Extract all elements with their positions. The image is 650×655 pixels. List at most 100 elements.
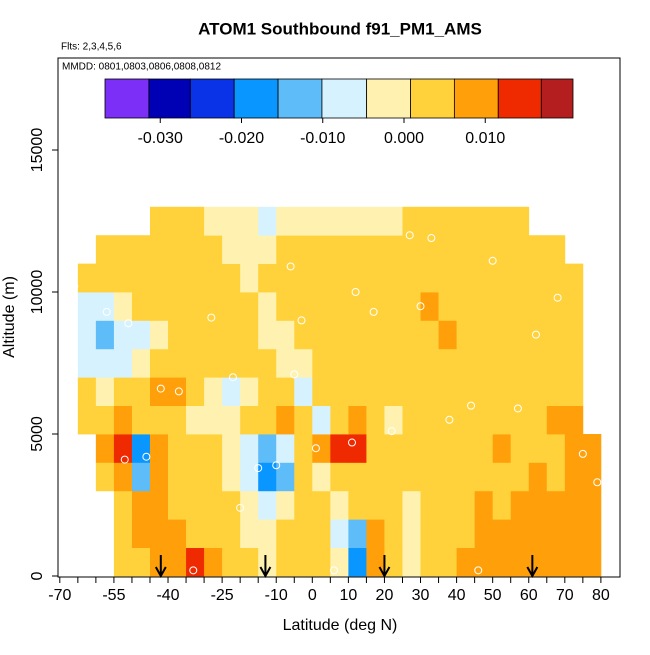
heat-cell: [258, 320, 277, 350]
heat-cell: [258, 405, 277, 435]
heat-cell: [186, 235, 205, 265]
sample-point: [351, 288, 360, 297]
heat-cell: [456, 462, 476, 492]
heat-cell: [474, 377, 494, 407]
heat-cell: [149, 405, 169, 435]
heat-cell: [222, 462, 241, 492]
heat-cell: [276, 405, 295, 435]
heat-cell: [528, 405, 548, 435]
heat-cell: [564, 292, 584, 321]
heat-cell: [168, 348, 187, 378]
heat-cell: [168, 320, 187, 350]
heat-cell: [510, 377, 530, 407]
heat-cell: [113, 348, 133, 378]
heat-cell: [348, 519, 367, 549]
heat-cell: [474, 292, 494, 321]
heat-cell: [384, 462, 403, 492]
heat-cell: [330, 519, 349, 549]
heat-cell: [438, 263, 457, 293]
heat-cell: [131, 263, 151, 293]
heat-cell: [294, 519, 313, 549]
heat-cell: [276, 462, 295, 492]
heat-cell: [204, 405, 223, 435]
heat-cell: [564, 320, 584, 350]
sample-point: [228, 373, 237, 382]
heat-cell: [294, 235, 313, 265]
heat-cell: [186, 434, 205, 463]
heat-cell: [510, 547, 530, 577]
heat-cell: [204, 235, 223, 265]
heat-cell: [258, 377, 277, 407]
heat-cell: [276, 235, 295, 265]
chart-title: ATOM1 Southbound f91_PM1_AMS: [198, 19, 482, 38]
heat-cell: [366, 490, 385, 520]
heat-cell: [564, 490, 584, 520]
heat-cell: [348, 547, 367, 577]
heat-cell: [113, 462, 133, 492]
heat-cell: [384, 405, 403, 435]
heat-cell: [131, 292, 151, 321]
heat-cell: [474, 405, 494, 435]
heat-cell: [312, 434, 331, 463]
heat-cell: [438, 206, 457, 236]
heat-cell: [149, 235, 169, 265]
heat-cell: [240, 462, 259, 492]
heat-cell: [168, 462, 187, 492]
x-tick-label: 70: [556, 587, 574, 604]
heat-cell: [149, 320, 169, 350]
heat-cell: [564, 547, 584, 577]
heat-cell: [168, 490, 187, 520]
heat-cell: [204, 206, 223, 236]
heat-cell: [456, 348, 476, 378]
heat-cell: [402, 490, 421, 520]
heat-cell: [312, 348, 331, 378]
heat-cell: [113, 263, 133, 293]
annotation: MMDD: 0801,0803,0806,0808,0812: [62, 62, 221, 73]
heat-cell: [77, 348, 97, 378]
heat-cell: [492, 519, 512, 549]
heat-cell: [168, 206, 187, 236]
heat-cell: [348, 434, 367, 463]
heat-cell: [222, 377, 241, 407]
heat-cell: [240, 377, 259, 407]
sample-point: [156, 384, 165, 393]
heat-cell: [402, 377, 421, 407]
heat-cell: [510, 490, 530, 520]
heat-cell: [402, 434, 421, 463]
heat-cell: [564, 405, 584, 435]
heat-cell: [582, 434, 602, 463]
heat-cell: [95, 235, 115, 265]
heat-cell: [456, 405, 476, 435]
colorbar-segment: [277, 78, 323, 119]
sample-point: [120, 455, 129, 464]
heat-cell: [240, 263, 259, 293]
sample-point: [427, 234, 436, 243]
heat-cell: [186, 263, 205, 293]
sample-point: [405, 231, 414, 240]
heat-cell: [240, 405, 259, 435]
heat-cell: [492, 405, 512, 435]
heat-cell: [330, 462, 349, 492]
heat-cell: [149, 490, 169, 520]
sample-point: [142, 452, 151, 461]
heat-cell: [294, 462, 313, 492]
heat-cell: [168, 405, 187, 435]
heat-cell: [330, 405, 349, 435]
sample-point: [272, 461, 281, 470]
heat-cell: [546, 462, 566, 492]
x-tick-label: 30: [412, 587, 430, 604]
heat-cell: [474, 235, 494, 265]
heat-cell: [546, 348, 566, 378]
heat-cell: [330, 263, 349, 293]
heat-cell: [420, 462, 439, 492]
plot-frame: [57, 57, 621, 578]
x-tick-label: 40: [448, 587, 466, 604]
heat-cell: [186, 348, 205, 378]
heat-cell: [312, 320, 331, 350]
arrow: [154, 555, 167, 579]
heat-cell: [204, 348, 223, 378]
heat-cell: [474, 206, 494, 236]
sample-point: [553, 293, 562, 302]
heat-cell: [510, 320, 530, 350]
